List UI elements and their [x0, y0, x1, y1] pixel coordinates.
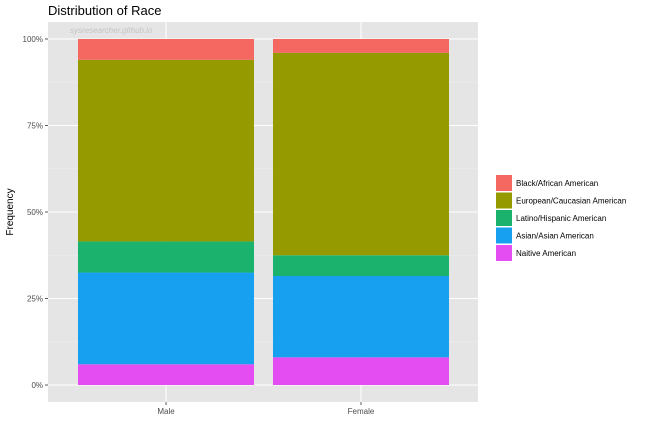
bar-segment: [273, 52, 449, 256]
legend-label: European/Caucasian American: [516, 197, 626, 206]
y-tick-label: 75%: [27, 122, 43, 131]
legend-swatch: [496, 175, 512, 191]
x-axis: Male Female: [157, 402, 375, 416]
y-tick-label: 25%: [27, 295, 43, 304]
y-tick-label: 0%: [31, 381, 43, 390]
bar-segment: [273, 39, 449, 53]
bar-segment: [78, 59, 254, 242]
x-tick-label: Female: [348, 407, 375, 416]
chart-title: Distribution of Race: [48, 3, 161, 18]
bar-segment: [78, 241, 254, 273]
bar-segment: [78, 272, 254, 365]
legend-swatch: [496, 227, 512, 244]
legend-label: Latino/Hispanic American: [516, 214, 606, 223]
legend-label: Asian/Asian American: [516, 232, 594, 241]
y-axis-title: Frequency: [5, 188, 16, 235]
x-tick-label: Male: [157, 407, 175, 416]
bar-segment: [273, 357, 449, 385]
bar-segment: [273, 255, 449, 277]
y-tick-label: 50%: [27, 208, 43, 217]
legend-label: Naitive American: [516, 249, 576, 258]
legend-swatch: [496, 245, 512, 261]
legend-swatch: [496, 192, 512, 209]
legend: Black/African American European/Caucasian…: [496, 175, 626, 261]
bar-segment: [78, 364, 254, 385]
legend-label: Black/African American: [516, 179, 598, 188]
legend-swatch: [496, 210, 512, 226]
bars: [78, 39, 449, 385]
watermark: sysresearcher.github.io: [70, 26, 153, 35]
y-axis: 0% 25% 50% 75% 100%: [23, 35, 48, 390]
bar-segment: [78, 39, 254, 60]
bar-segment: [273, 276, 449, 358]
y-tick-label: 100%: [23, 35, 43, 44]
